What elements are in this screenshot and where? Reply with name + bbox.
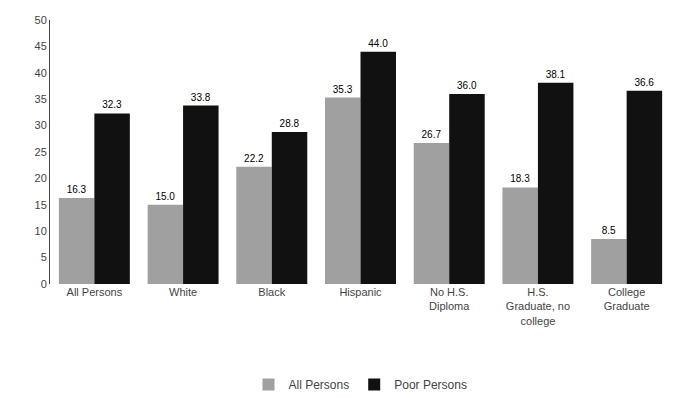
svg-text:All Persons: All Persons — [289, 378, 350, 392]
svg-text:44.0: 44.0 — [368, 38, 388, 49]
svg-text:32.3: 32.3 — [102, 99, 122, 110]
svg-text:White: White — [169, 286, 197, 298]
svg-text:Poor Persons: Poor Persons — [394, 378, 467, 392]
svg-text:26.7: 26.7 — [422, 129, 442, 140]
svg-text:H.S.Graduate, nocollege: H.S.Graduate, nocollege — [506, 286, 570, 327]
svg-text:CollegeGraduate: CollegeGraduate — [604, 286, 650, 312]
svg-text:40: 40 — [35, 67, 47, 79]
svg-text:50: 50 — [35, 14, 47, 26]
svg-text:8.5: 8.5 — [602, 225, 616, 236]
svg-text:Hispanic: Hispanic — [339, 286, 382, 298]
svg-text:22.2: 22.2 — [244, 153, 264, 164]
svg-text:All Persons: All Persons — [67, 286, 123, 298]
svg-text:45: 45 — [35, 40, 47, 52]
svg-text:15: 15 — [35, 199, 47, 211]
svg-text:5: 5 — [41, 251, 47, 263]
svg-text:0: 0 — [41, 278, 47, 290]
svg-text:38.1: 38.1 — [546, 69, 566, 80]
svg-text:16.3: 16.3 — [67, 184, 87, 195]
svg-text:No H.S.Diploma: No H.S.Diploma — [429, 286, 470, 312]
svg-text:33.8: 33.8 — [191, 92, 211, 103]
svg-text:15.0: 15.0 — [155, 191, 175, 202]
svg-text:10: 10 — [35, 225, 47, 237]
svg-text:30: 30 — [35, 119, 47, 131]
svg-text:25: 25 — [35, 146, 47, 158]
svg-text:36.6: 36.6 — [634, 77, 654, 88]
svg-text:Black: Black — [258, 286, 285, 298]
svg-text:36.0: 36.0 — [457, 80, 477, 91]
svg-text:28.8: 28.8 — [280, 118, 300, 129]
svg-text:35.3: 35.3 — [333, 84, 353, 95]
svg-text:20: 20 — [35, 172, 47, 184]
svg-text:35: 35 — [35, 93, 47, 105]
svg-text:18.3: 18.3 — [510, 173, 530, 184]
